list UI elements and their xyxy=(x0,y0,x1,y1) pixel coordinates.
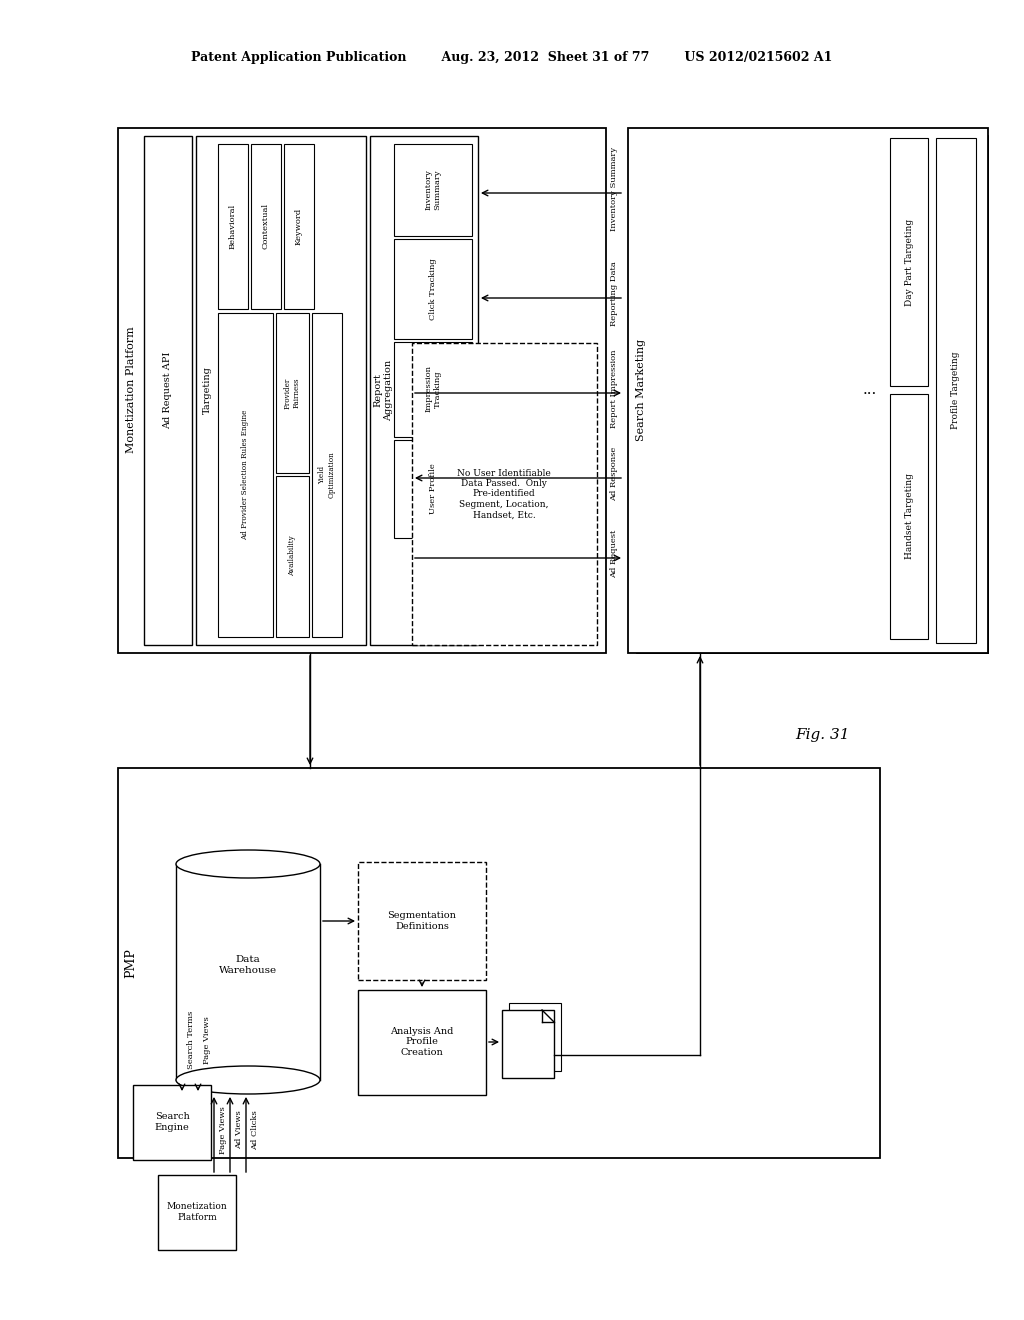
Text: Page Views: Page Views xyxy=(203,1016,211,1064)
Text: Ad Clicks: Ad Clicks xyxy=(251,1110,259,1150)
Text: Fig. 31: Fig. 31 xyxy=(795,729,850,742)
Bar xyxy=(636,135,988,653)
Bar xyxy=(394,144,472,236)
Bar xyxy=(644,143,988,653)
Text: Search Terms: Search Terms xyxy=(187,1011,195,1069)
Bar xyxy=(312,313,342,638)
Bar xyxy=(502,1010,554,1078)
Bar xyxy=(890,139,928,385)
Text: Page Views: Page Views xyxy=(219,1106,227,1154)
Bar xyxy=(660,156,988,653)
Text: Analysis And
Profile
Creation: Analysis And Profile Creation xyxy=(390,1027,454,1057)
Text: Data
Warehouse: Data Warehouse xyxy=(219,956,278,974)
Bar xyxy=(358,990,486,1096)
Text: ...: ... xyxy=(863,383,878,397)
Text: Inventory Summary: Inventory Summary xyxy=(610,147,618,231)
Bar xyxy=(218,313,273,638)
Text: Segmentation
Definitions: Segmentation Definitions xyxy=(387,911,457,931)
Text: Report
Aggregation: Report Aggregation xyxy=(374,359,392,421)
Text: Reporting Data: Reporting Data xyxy=(610,261,618,326)
Text: Keyword: Keyword xyxy=(295,207,303,244)
Bar xyxy=(370,136,478,645)
Text: Day Part Targeting: Day Part Targeting xyxy=(904,218,913,305)
Bar xyxy=(196,136,366,645)
Ellipse shape xyxy=(176,850,319,878)
Text: Behavioral: Behavioral xyxy=(229,203,237,248)
Text: Ad Response: Ad Response xyxy=(610,447,618,502)
Bar xyxy=(158,1175,236,1250)
Text: Ad Provider Selection Rules Engine: Ad Provider Selection Rules Engine xyxy=(241,409,249,540)
Text: Ad Request API: Ad Request API xyxy=(164,351,172,429)
Text: Inventory
Summary: Inventory Summary xyxy=(424,169,441,210)
Text: Handset Targeting: Handset Targeting xyxy=(904,473,913,558)
Bar xyxy=(118,128,606,653)
Text: Yield
Optimization: Yield Optimization xyxy=(318,451,336,499)
Bar xyxy=(276,477,309,638)
Bar xyxy=(412,343,597,645)
Bar xyxy=(133,1085,211,1160)
Bar xyxy=(251,144,281,309)
Text: Contextual: Contextual xyxy=(262,203,270,249)
Bar xyxy=(118,768,880,1158)
Bar xyxy=(218,144,248,309)
Text: Impression
Tracking: Impression Tracking xyxy=(424,366,441,412)
Text: Monetization Platform: Monetization Platform xyxy=(126,326,136,453)
Bar xyxy=(890,393,928,639)
Text: PMP: PMP xyxy=(125,948,137,978)
Bar xyxy=(936,139,976,643)
Text: Click Tracking: Click Tracking xyxy=(429,259,437,319)
Bar xyxy=(509,1003,561,1071)
Text: Monetization
Platform: Monetization Platform xyxy=(167,1203,227,1222)
Text: Search
Engine: Search Engine xyxy=(155,1113,189,1131)
Bar xyxy=(284,144,314,309)
Text: Availability: Availability xyxy=(288,536,296,577)
Text: Search Marketing: Search Marketing xyxy=(636,339,646,441)
Bar xyxy=(652,149,988,653)
Text: User Profile: User Profile xyxy=(429,463,437,515)
Text: Provider
Fairness: Provider Fairness xyxy=(284,378,301,409)
Text: Ad Request: Ad Request xyxy=(610,529,618,578)
Bar xyxy=(276,313,309,473)
Bar xyxy=(394,342,472,437)
Text: No User Identifiable
Data Passed.  Only
Pre-identified
Segment, Location,
Handse: No User Identifiable Data Passed. Only P… xyxy=(457,469,551,519)
Text: Targeting: Targeting xyxy=(203,366,212,414)
Bar xyxy=(394,239,472,339)
Bar xyxy=(358,862,486,979)
Text: Patent Application Publication        Aug. 23, 2012  Sheet 31 of 77        US 20: Patent Application Publication Aug. 23, … xyxy=(191,51,833,65)
Ellipse shape xyxy=(176,1067,319,1094)
Text: Ad Views: Ad Views xyxy=(234,1110,243,1150)
Bar xyxy=(394,440,472,539)
Text: Report Impression: Report Impression xyxy=(610,350,618,428)
Bar xyxy=(144,136,193,645)
Text: Profile Targeting: Profile Targeting xyxy=(951,351,961,429)
Bar xyxy=(628,128,988,653)
